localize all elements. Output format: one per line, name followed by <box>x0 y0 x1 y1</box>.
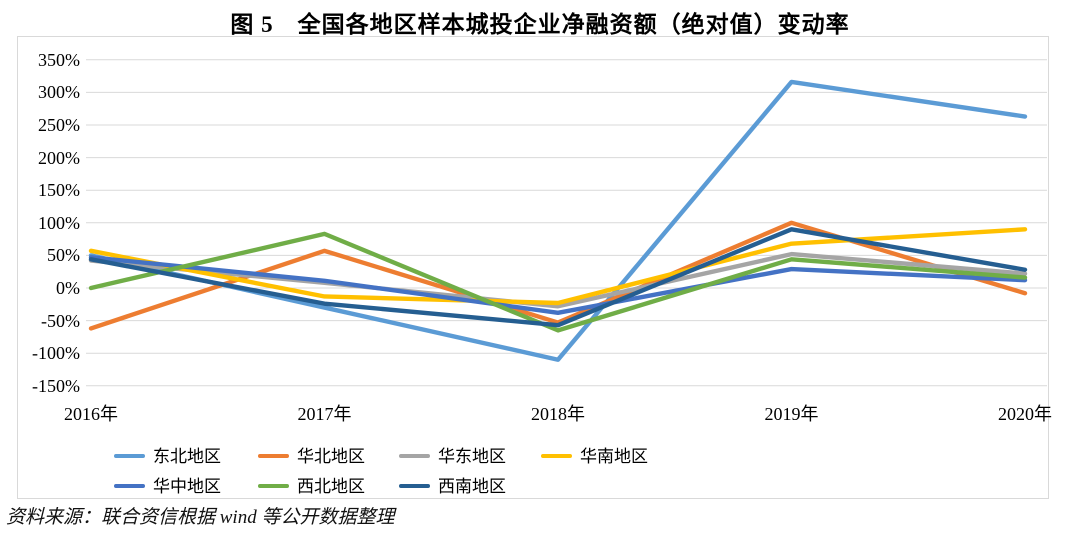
series-line <box>88 251 1028 309</box>
legend-label: 西南地区 <box>438 476 506 496</box>
legend-item: 西南地区 <box>399 477 506 495</box>
y-tick-label: 350% <box>38 49 80 70</box>
series-line <box>88 79 1028 362</box>
legend-color-swatch <box>399 483 430 489</box>
y-tick-label: 50% <box>47 245 80 266</box>
legend-item: 华中地区 <box>114 477 221 495</box>
y-tick-label: 150% <box>38 180 80 201</box>
legend-label: 华中地区 <box>153 476 221 496</box>
series-line <box>88 231 1028 333</box>
chart-title: 图 5 全国各地区样本城投企业净融资额（绝对值）变动率 <box>230 12 850 37</box>
legend-color-swatch <box>541 453 572 459</box>
legend-item: 华东地区 <box>399 447 506 465</box>
legend-color-swatch <box>258 453 289 459</box>
legend-color-swatch <box>399 453 430 459</box>
legend-label: 西北地区 <box>297 476 365 496</box>
series-line <box>88 227 1028 306</box>
y-tick-label: -50% <box>41 310 80 331</box>
line-plot <box>86 59 1047 387</box>
x-tick-label: 2017年 <box>297 404 352 424</box>
legend-color-swatch <box>114 483 145 489</box>
y-tick-label: 0% <box>56 278 80 298</box>
y-tick-label: -100% <box>32 343 80 364</box>
x-tick-label: 2018年 <box>531 404 585 424</box>
x-tick-label: 2020年 <box>998 404 1052 424</box>
legend-label: 华南地区 <box>580 446 648 466</box>
legend-color-swatch <box>258 483 289 489</box>
source-note: 资料来源：联合资信根据 wind 等公开数据整理 <box>6 507 395 528</box>
y-tick-label: 100% <box>38 212 80 233</box>
legend-label: 东北地区 <box>153 446 221 466</box>
chart-area: 350% 300% 250% 200% 150% 100% 50% 0% -50% -100% -1… <box>17 36 1052 499</box>
legend-color-swatch <box>114 453 145 459</box>
series-line <box>88 227 1028 328</box>
y-tick-label: 200% <box>38 147 80 168</box>
x-tick-label: 2019年 <box>764 404 819 424</box>
series-line <box>88 255 1028 315</box>
legend-label: 华北地区 <box>297 446 365 466</box>
legend-item: 华南地区 <box>541 447 648 465</box>
x-tick-label: 2016年 <box>64 404 118 424</box>
legend-item: 华北地区 <box>258 447 365 465</box>
legend-item: 西北地区 <box>258 477 365 495</box>
y-tick-label: 250% <box>38 115 80 135</box>
y-tick-label: 300% <box>38 82 80 103</box>
legend-label: 华东地区 <box>438 446 506 466</box>
legend-item: 东北地区 <box>114 447 221 465</box>
y-tick-label: -150% <box>32 375 80 396</box>
